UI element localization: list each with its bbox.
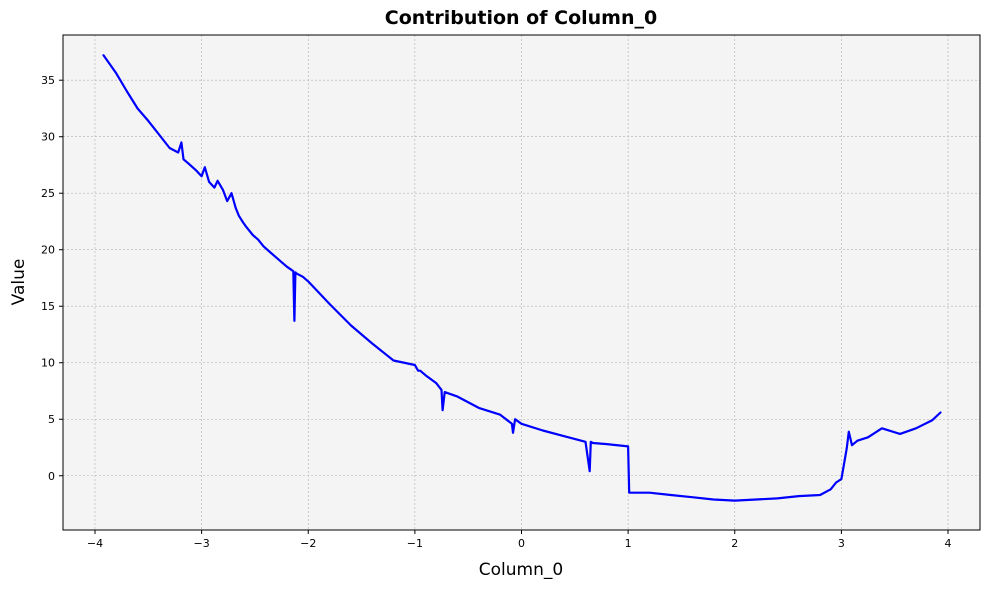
- x-tick-label: −4: [87, 537, 103, 550]
- x-tick-label: 0: [518, 537, 525, 550]
- chart-title: Contribution of Column_0: [385, 7, 657, 29]
- grid: [63, 35, 980, 530]
- y-tick-label: 30: [41, 131, 55, 144]
- y-axis-label: Value: [9, 259, 29, 306]
- x-tick-label: 2: [731, 537, 738, 550]
- series-layer: [102, 54, 942, 502]
- x-axis: −4 −3 −2 −1 0 1 2 3 4: [87, 530, 952, 550]
- x-axis-label: Column_0: [479, 560, 563, 580]
- y-tick-label: 10: [41, 357, 55, 370]
- y-tick-label: 20: [41, 244, 55, 257]
- x-tick-label: 4: [945, 537, 952, 550]
- x-tick-label: 1: [625, 537, 632, 550]
- y-tick-label: 35: [41, 74, 55, 87]
- y-tick-label: 5: [48, 413, 55, 426]
- y-tick-label: 15: [41, 300, 55, 313]
- x-tick-label: −1: [407, 537, 423, 550]
- y-tick-label: 25: [41, 187, 55, 200]
- x-tick-label: −2: [300, 537, 316, 550]
- x-tick-label: −3: [194, 537, 210, 550]
- series-line-1: [102, 54, 942, 502]
- x-tick-label: 3: [838, 537, 845, 550]
- y-axis: 0 5 10 15 20 25 30 35: [41, 74, 63, 483]
- y-tick-label: 0: [48, 470, 55, 483]
